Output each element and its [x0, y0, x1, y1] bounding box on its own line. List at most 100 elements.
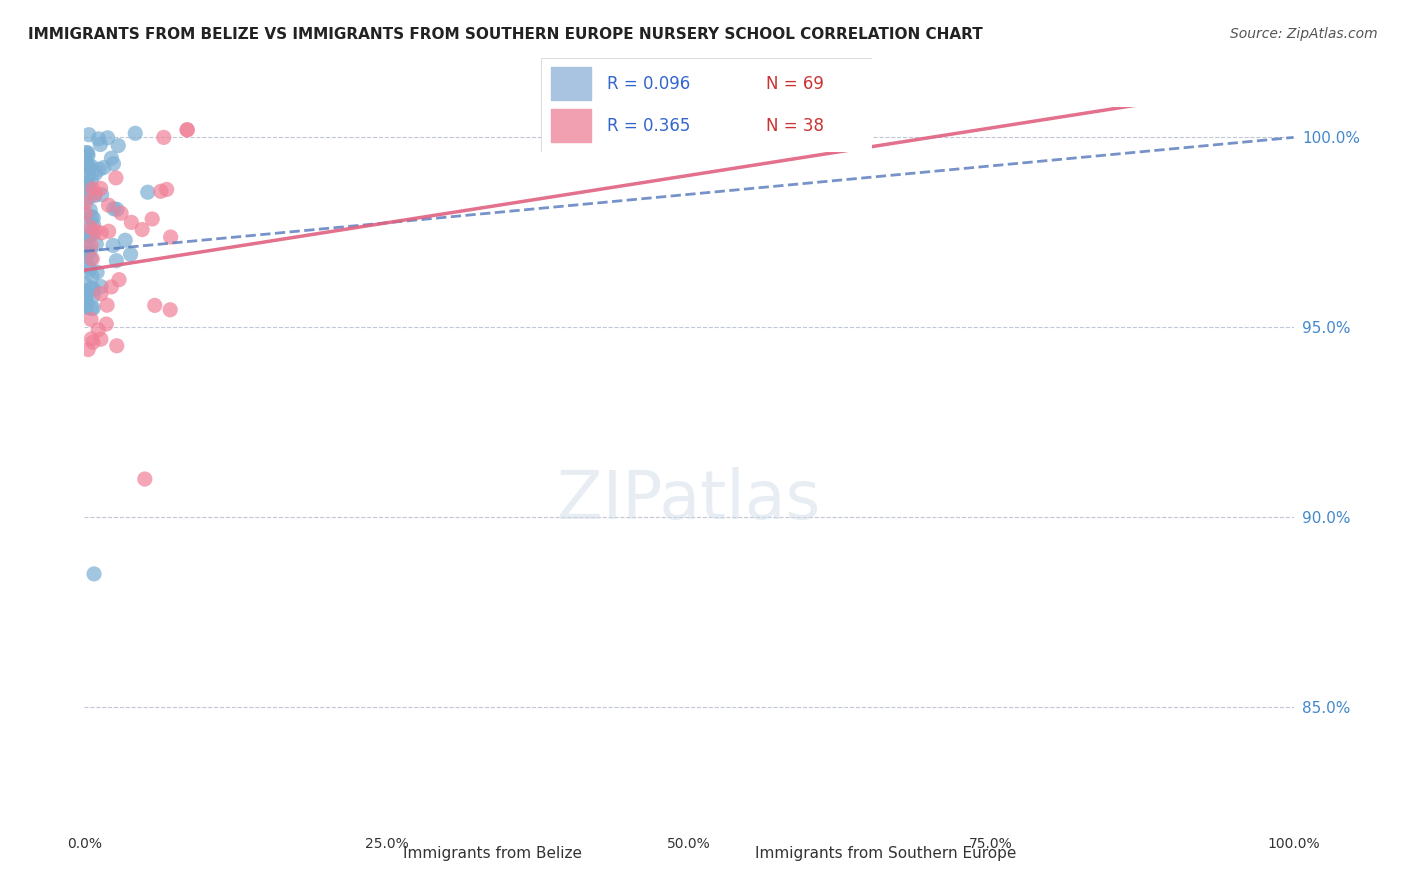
- Immigrants from Belize: [75, 152, 97, 166]
- Immigrants from Southern Europe: [97, 224, 120, 238]
- Immigrants from Southern Europe: [87, 323, 110, 337]
- Immigrants from Belize: [75, 293, 97, 308]
- Immigrants from Belize: [86, 265, 108, 279]
- Immigrants from Belize: [73, 175, 96, 189]
- Immigrants from Belize: [82, 211, 104, 225]
- Immigrants from Southern Europe: [96, 298, 118, 312]
- Immigrants from Belize: [93, 161, 115, 175]
- Immigrants from Belize: [100, 151, 122, 165]
- Immigrants from Belize: [77, 148, 100, 162]
- Immigrants from Belize: [76, 247, 98, 261]
- Immigrants from Southern Europe: [108, 273, 131, 287]
- Immigrants from Southern Europe: [159, 302, 181, 317]
- Immigrants from Southern Europe: [80, 220, 103, 235]
- Immigrants from Southern Europe: [143, 298, 166, 312]
- Immigrants from Belize: [73, 192, 96, 206]
- Immigrants from Belize: [83, 218, 105, 232]
- Text: R = 0.096: R = 0.096: [607, 75, 690, 93]
- Text: N = 69: N = 69: [766, 75, 824, 93]
- Immigrants from Belize: [82, 283, 104, 297]
- Immigrants from Belize: [76, 177, 98, 191]
- Immigrants from Belize: [90, 279, 112, 293]
- Text: Source: ZipAtlas.com: Source: ZipAtlas.com: [1230, 27, 1378, 41]
- Immigrants from Southern Europe: [90, 226, 112, 240]
- Immigrants from Southern Europe: [96, 317, 118, 331]
- Immigrants from Belize: [80, 210, 103, 224]
- Bar: [551, 68, 591, 100]
- FancyBboxPatch shape: [541, 58, 872, 152]
- Immigrants from Belize: [75, 228, 97, 243]
- Immigrants from Belize: [83, 188, 105, 202]
- Immigrants from Belize: [79, 243, 101, 257]
- Immigrants from Belize: [79, 228, 101, 243]
- Text: Immigrants from Southern Europe: Immigrants from Southern Europe: [755, 846, 1017, 861]
- Immigrants from Southern Europe: [152, 130, 174, 145]
- Immigrants from Belize: [76, 145, 98, 160]
- Immigrants from Belize: [82, 226, 104, 240]
- Immigrants from Belize: [76, 160, 98, 174]
- Immigrants from Belize: [76, 245, 98, 260]
- Immigrants from Belize: [80, 301, 103, 316]
- Immigrants from Belize: [103, 156, 125, 170]
- Immigrants from Belize: [90, 187, 112, 202]
- Immigrants from Belize: [80, 160, 103, 174]
- Immigrants from Belize: [105, 253, 128, 268]
- Immigrants from Belize: [76, 260, 98, 274]
- Immigrants from Belize: [103, 202, 125, 216]
- Bar: [551, 110, 591, 142]
- Immigrants from Southern Europe: [82, 335, 104, 350]
- Immigrants from Southern Europe: [120, 215, 142, 229]
- Immigrants from Belize: [87, 132, 110, 146]
- Immigrants from Belize: [114, 233, 136, 247]
- Immigrants from Belize: [105, 202, 128, 217]
- Immigrants from Belize: [79, 189, 101, 203]
- Immigrants from Southern Europe: [131, 222, 153, 236]
- Immigrants from Southern Europe: [80, 332, 103, 346]
- Immigrants from Belize: [97, 131, 120, 145]
- Immigrants from Southern Europe: [77, 343, 100, 357]
- Immigrants from Belize: [73, 277, 96, 291]
- Immigrants from Southern Europe: [104, 170, 127, 185]
- Immigrants from Southern Europe: [82, 182, 104, 196]
- Immigrants from Southern Europe: [141, 211, 163, 226]
- Immigrants from Southern Europe: [90, 332, 112, 346]
- Immigrants from Southern Europe: [159, 230, 181, 244]
- Immigrants from Southern Europe: [97, 198, 120, 212]
- Immigrants from Belize: [76, 246, 98, 260]
- Immigrants from Southern Europe: [176, 123, 198, 137]
- Immigrants from Belize: [75, 160, 97, 174]
- Immigrants from Belize: [80, 252, 103, 266]
- Immigrants from Southern Europe: [84, 224, 107, 238]
- Immigrants from Belize: [75, 291, 97, 305]
- Immigrants from Belize: [77, 168, 100, 182]
- Immigrants from Southern Europe: [90, 286, 112, 301]
- Immigrants from Belize: [82, 289, 104, 303]
- Immigrants from Southern Europe: [80, 312, 103, 326]
- Immigrants from Belize: [73, 301, 96, 315]
- Immigrants from Belize: [84, 237, 107, 252]
- Immigrants from Southern Europe: [176, 123, 198, 137]
- Immigrants from Southern Europe: [149, 184, 172, 198]
- Text: Immigrants from Belize: Immigrants from Belize: [402, 846, 582, 861]
- Immigrants from Belize: [82, 281, 104, 295]
- Immigrants from Belize: [75, 249, 97, 263]
- Immigrants from Southern Europe: [156, 182, 179, 196]
- Immigrants from Southern Europe: [75, 207, 97, 221]
- Immigrants from Belize: [77, 128, 100, 142]
- Immigrants from Belize: [80, 172, 103, 186]
- Immigrants from Belize: [136, 186, 159, 200]
- Immigrants from Southern Europe: [100, 280, 122, 294]
- Immigrants from Southern Europe: [134, 472, 156, 486]
- Immigrants from Belize: [83, 566, 105, 581]
- Immigrants from Southern Europe: [75, 195, 97, 210]
- Immigrants from Belize: [75, 178, 97, 193]
- Immigrants from Belize: [80, 269, 103, 284]
- Immigrants from Belize: [124, 126, 146, 140]
- Immigrants from Belize: [79, 203, 101, 218]
- Immigrants from Belize: [76, 217, 98, 231]
- Immigrants from Southern Europe: [82, 252, 104, 266]
- Immigrants from Belize: [84, 166, 107, 180]
- Text: IMMIGRANTS FROM BELIZE VS IMMIGRANTS FROM SOUTHERN EUROPE NURSERY SCHOOL CORRELA: IMMIGRANTS FROM BELIZE VS IMMIGRANTS FRO…: [28, 27, 983, 42]
- Immigrants from Belize: [75, 145, 97, 160]
- Immigrants from Belize: [73, 285, 96, 299]
